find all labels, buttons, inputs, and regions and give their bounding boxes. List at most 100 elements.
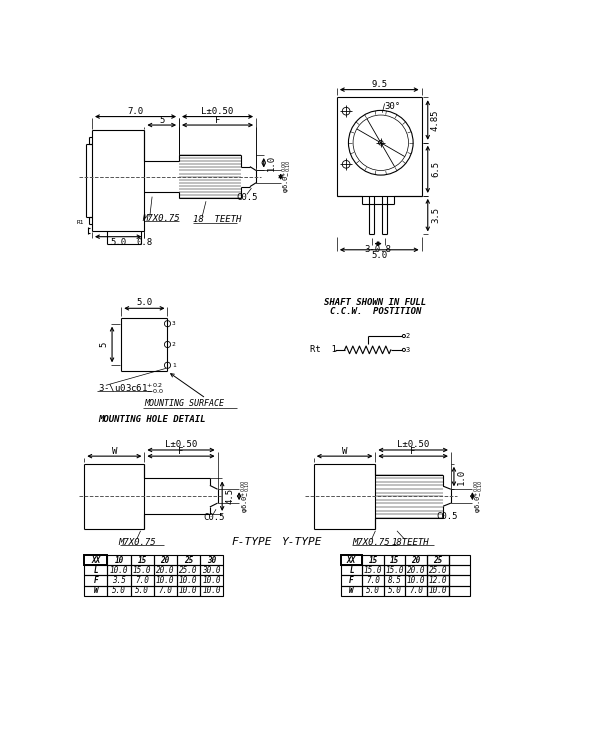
- Bar: [362, 575, 384, 586]
- Text: L: L: [349, 566, 354, 575]
- Text: 20.0: 20.0: [407, 566, 425, 575]
- Bar: [107, 565, 131, 575]
- Bar: [405, 556, 427, 565]
- Text: MOUNTING HOLE DETAIL: MOUNTING HOLE DETAIL: [98, 415, 206, 424]
- Text: 7.0: 7.0: [135, 575, 149, 584]
- Text: 25.0: 25.0: [179, 566, 197, 575]
- Text: 30: 30: [207, 556, 216, 564]
- Text: 15: 15: [137, 556, 147, 564]
- Bar: [107, 586, 131, 595]
- Text: L±0.50: L±0.50: [397, 440, 429, 449]
- Bar: [427, 556, 449, 565]
- Bar: [177, 556, 200, 565]
- Text: M7X0.75: M7X0.75: [353, 538, 391, 547]
- Text: 15: 15: [390, 556, 399, 564]
- Text: SHAFT SHOWN IN FULL: SHAFT SHOWN IN FULL: [325, 298, 426, 307]
- Text: Y-TYPE: Y-TYPE: [282, 537, 323, 548]
- Bar: [449, 556, 470, 565]
- Bar: [384, 575, 405, 586]
- Text: Rt  1: Rt 1: [310, 346, 337, 355]
- Text: 15.0: 15.0: [364, 566, 382, 575]
- Text: C0.5: C0.5: [203, 513, 224, 522]
- Text: XX: XX: [347, 556, 356, 564]
- Text: C0.5: C0.5: [236, 193, 257, 202]
- Text: W: W: [112, 447, 117, 456]
- Bar: [131, 586, 154, 595]
- Text: 10.0: 10.0: [202, 575, 221, 584]
- Text: F: F: [178, 447, 184, 456]
- Bar: [362, 565, 384, 575]
- Text: 7.0: 7.0: [127, 106, 144, 116]
- Text: φ6.0$^{+0.00}_{-0.10}$: φ6.0$^{+0.00}_{-0.10}$: [239, 479, 253, 513]
- Text: F-TYPE: F-TYPE: [232, 537, 273, 548]
- Bar: [154, 556, 177, 565]
- Text: 10.0: 10.0: [202, 586, 221, 595]
- Bar: [449, 565, 470, 575]
- Text: C.C.W.  POSTITION: C.C.W. POSTITION: [330, 307, 421, 316]
- Text: 5.0: 5.0: [366, 586, 380, 595]
- Bar: [84, 565, 107, 575]
- Text: 1: 1: [172, 363, 176, 368]
- Bar: [341, 586, 362, 595]
- Text: F: F: [349, 575, 354, 584]
- Text: L: L: [94, 566, 98, 575]
- Text: C0.5: C0.5: [436, 512, 458, 521]
- Text: 25: 25: [433, 556, 442, 564]
- Text: 3: 3: [172, 321, 176, 326]
- Text: M7X0.75: M7X0.75: [118, 538, 155, 547]
- Bar: [131, 565, 154, 575]
- Text: 10.0: 10.0: [156, 575, 174, 584]
- Text: 10.0: 10.0: [110, 566, 128, 575]
- Text: 5.0: 5.0: [110, 238, 126, 247]
- Bar: [362, 586, 384, 595]
- Text: 4.5: 4.5: [226, 488, 234, 504]
- Text: L±0.50: L±0.50: [165, 440, 197, 449]
- Bar: [427, 575, 449, 586]
- Text: W: W: [342, 447, 348, 456]
- Bar: [427, 565, 449, 575]
- Text: 3.5: 3.5: [112, 575, 126, 584]
- Text: 18  TEETH: 18 TEETH: [193, 215, 241, 225]
- Bar: [154, 586, 177, 595]
- Bar: [384, 565, 405, 575]
- Text: 12.0: 12.0: [429, 575, 447, 584]
- Text: 5.0: 5.0: [135, 586, 149, 595]
- Text: φ6.0$^{+0.00}_{-0.10}$: φ6.0$^{+0.00}_{-0.10}$: [281, 160, 294, 194]
- Bar: [200, 586, 223, 595]
- Text: 15.0: 15.0: [385, 566, 404, 575]
- Bar: [449, 586, 470, 595]
- Text: 10.0: 10.0: [407, 575, 425, 584]
- Bar: [362, 556, 384, 565]
- Bar: [341, 556, 362, 565]
- Text: 20: 20: [161, 556, 170, 564]
- Bar: [154, 575, 177, 586]
- Text: 3-\u03c61$^{+0.2}_{-0.0}$: 3-\u03c61$^{+0.2}_{-0.0}$: [98, 381, 164, 396]
- Bar: [200, 575, 223, 586]
- Bar: [405, 586, 427, 595]
- Bar: [200, 565, 223, 575]
- Text: 5.0: 5.0: [371, 252, 388, 261]
- Text: 5.0: 5.0: [112, 586, 126, 595]
- Text: 25.0: 25.0: [429, 566, 447, 575]
- Text: 5: 5: [100, 342, 109, 347]
- Text: F: F: [411, 447, 416, 456]
- Text: M7X0.75: M7X0.75: [143, 214, 180, 223]
- Text: W: W: [349, 586, 354, 595]
- Bar: [384, 586, 405, 595]
- Text: 30°: 30°: [384, 102, 401, 111]
- Text: 18TEETH: 18TEETH: [391, 538, 429, 547]
- Bar: [131, 556, 154, 565]
- Text: 25: 25: [184, 556, 193, 564]
- Bar: [427, 586, 449, 595]
- Text: 0.8: 0.8: [136, 238, 153, 247]
- Bar: [427, 556, 449, 565]
- Text: 3.5: 3.5: [431, 207, 440, 223]
- Text: 6.5: 6.5: [431, 161, 440, 178]
- Bar: [177, 586, 200, 595]
- Text: 15.0: 15.0: [133, 566, 151, 575]
- Bar: [84, 556, 107, 565]
- Text: L±0.50: L±0.50: [201, 106, 234, 116]
- Bar: [177, 575, 200, 586]
- Text: 2: 2: [406, 333, 410, 339]
- Text: F: F: [215, 116, 220, 125]
